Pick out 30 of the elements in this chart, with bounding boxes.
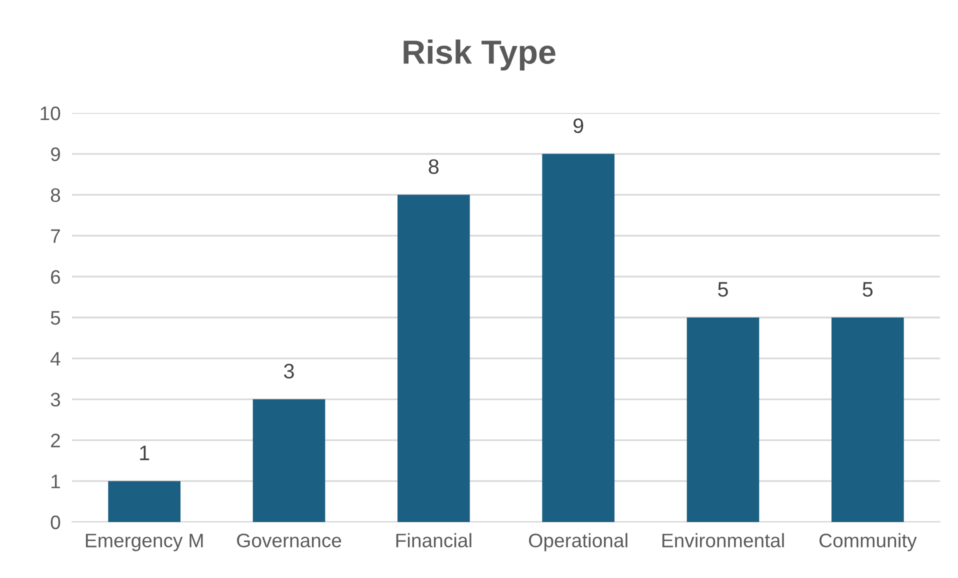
x-tick-label: Operational bbox=[528, 533, 628, 552]
y-tick-label: 1 bbox=[52, 474, 60, 488]
bar bbox=[686, 318, 760, 522]
data-label: 1 bbox=[140, 446, 150, 460]
y-tick-label: 3 bbox=[50, 392, 60, 407]
x-tick-label: Community bbox=[819, 533, 917, 552]
bar bbox=[832, 318, 904, 522]
data-label: 3 bbox=[284, 364, 294, 379]
y-tick-label: 5 bbox=[50, 311, 60, 325]
x-tick-label: Emergency M bbox=[86, 534, 203, 552]
y-tick-label: 8 bbox=[50, 188, 60, 202]
y-tick-label: 2 bbox=[51, 434, 60, 448]
x-tick-label: Environmental bbox=[662, 533, 784, 548]
data-label: 8 bbox=[428, 159, 439, 174]
data-label: 5 bbox=[862, 282, 873, 297]
y-tick-label: 0 bbox=[50, 515, 60, 530]
y-tick-label: 9 bbox=[50, 147, 60, 162]
bar bbox=[108, 481, 180, 522]
y-tick-label: 4 bbox=[50, 352, 60, 366]
x-tick-label: Financial bbox=[396, 533, 472, 548]
bar bbox=[398, 194, 470, 522]
data-label: 9 bbox=[574, 118, 584, 134]
y-tick-label: 6 bbox=[51, 270, 60, 284]
chart-title: Risk Type bbox=[404, 39, 556, 71]
data-label: 5 bbox=[718, 282, 728, 297]
y-tick-label: 10 bbox=[40, 106, 60, 120]
bar bbox=[252, 399, 326, 522]
bar bbox=[542, 154, 614, 522]
x-tick-label: Governance bbox=[237, 534, 342, 548]
y-tick-label: 7 bbox=[51, 229, 60, 243]
